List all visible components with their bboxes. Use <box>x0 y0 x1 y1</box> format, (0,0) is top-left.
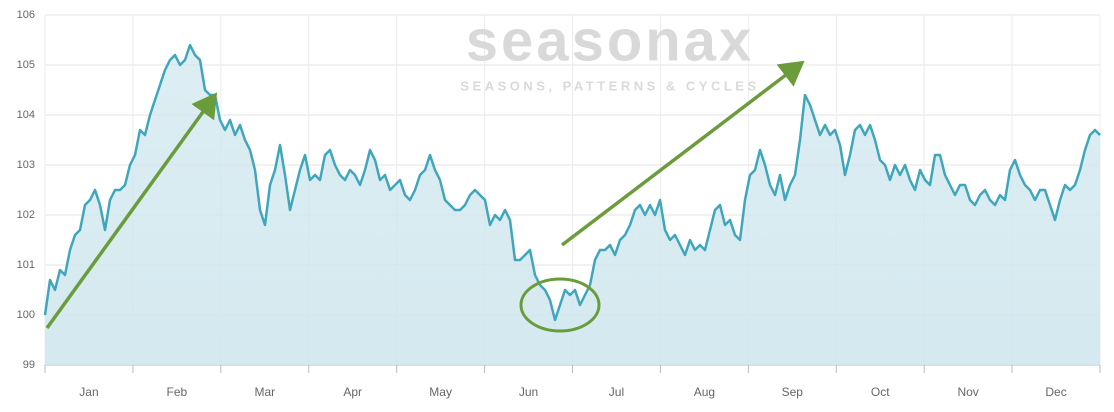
plot <box>43 43 1101 365</box>
y-tick-label: 104 <box>17 109 35 121</box>
x-tick-label: Apr <box>343 385 362 399</box>
x-tick-label: May <box>429 385 452 399</box>
x-tick-label: Oct <box>871 385 890 399</box>
area <box>45 45 1100 365</box>
x-tick-label: Dec <box>1045 385 1066 399</box>
x-tick-label: Jan <box>79 385 98 399</box>
x-tick-label: Feb <box>167 385 188 399</box>
watermark-brand: seasonax <box>466 8 754 73</box>
y-tick-label: 102 <box>17 209 35 221</box>
y-tick-label: 103 <box>17 159 35 171</box>
x-tick-label: Aug <box>694 385 715 399</box>
annotation-circle <box>519 277 601 333</box>
x-tick-label: Jul <box>609 385 624 399</box>
x-tick-label: Sep <box>782 385 804 399</box>
y-tick-label: 105 <box>17 59 35 71</box>
watermark-tagline: SEASONS, PATTERNS & CYCLES <box>460 78 759 93</box>
y-tick-label: 101 <box>17 259 35 271</box>
y-tick-label: 106 <box>17 9 35 21</box>
y-tick-label: 99 <box>23 359 35 371</box>
annotation-arrow <box>45 92 218 330</box>
line <box>43 43 1101 322</box>
x-tick-label: Nov <box>957 385 978 399</box>
y-tick-label: 100 <box>17 309 35 321</box>
annotation-arrow <box>560 60 805 247</box>
x-tick-label: Jun <box>519 385 538 399</box>
x-tick-label: Mar <box>254 385 275 399</box>
